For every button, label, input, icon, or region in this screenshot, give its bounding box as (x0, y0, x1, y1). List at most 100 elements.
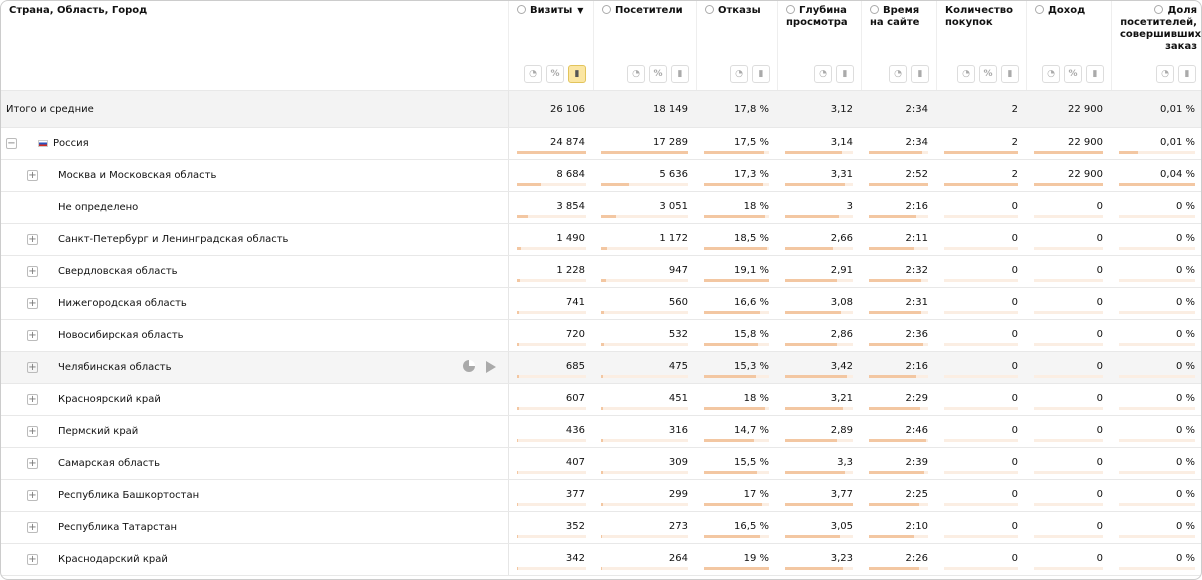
value-bar (944, 151, 1018, 154)
info-icon (870, 5, 879, 14)
data-row[interactable]: + Красноярский край 607 451 18 % 3,21 2:29 0 0 0 … (1, 384, 1201, 416)
expand-button[interactable]: + (27, 170, 38, 181)
column-title: Доход (1048, 5, 1086, 16)
column-header[interactable]: Доля посетителей, совершивших заказ ◔ ▮ (1111, 1, 1201, 90)
value-bar (704, 535, 761, 538)
row-name: Челябинская область (58, 362, 172, 373)
view-toggle[interactable]: ◔ (889, 65, 907, 83)
value-cell: 3,23 (777, 544, 861, 575)
column-header[interactable]: Время на сайте ◔ ▮ (861, 1, 936, 90)
data-row[interactable]: + Нижегородская область 741 560 16,6 % 3,08 2:… (1, 288, 1201, 320)
column-title: Отказы (718, 5, 761, 16)
column-header[interactable]: Посетители ◔% ▮ (593, 1, 696, 90)
column-header: Страна, Область, Город (1, 1, 508, 90)
value-cell: 0 (1026, 512, 1111, 543)
value-bar (601, 279, 606, 282)
bar-track (601, 375, 688, 378)
collapse-button[interactable]: − (6, 138, 17, 149)
value-bar (517, 183, 542, 186)
value-bar (869, 439, 926, 442)
data-row[interactable]: + Свердловская область 1 228 947 19,1 % 2,91 2… (1, 256, 1201, 288)
value-cell: 15,8 % (696, 320, 777, 351)
bar-track (601, 471, 688, 474)
expand-button[interactable]: + (27, 554, 38, 565)
expand-button[interactable]: + (27, 394, 38, 405)
view-toggle[interactable]: ▮ (1086, 65, 1104, 83)
column-header[interactable]: Количество покупок ◔% ▮ (936, 1, 1026, 90)
expand-button[interactable]: + (27, 266, 38, 277)
expand-button[interactable]: + (27, 330, 38, 341)
bar-track (601, 535, 688, 538)
bar-track (1034, 279, 1103, 282)
data-row[interactable]: − Россия 24 874 17 289 17,5 % 3,14 2:34 2 22 900… (1, 128, 1201, 160)
view-toggle[interactable]: % (1064, 65, 1082, 83)
value-bar (704, 247, 767, 250)
expand-button[interactable]: + (27, 458, 38, 469)
value-bar (869, 375, 916, 378)
value-cell: 2:10 (861, 512, 936, 543)
row-name: Нижегородская область (58, 298, 187, 309)
value-cell: 3,3 (777, 448, 861, 479)
view-toggle[interactable]: % (649, 65, 667, 83)
value-bar (704, 503, 762, 506)
value-cell: 741 (508, 288, 593, 319)
view-toggle[interactable]: ▮ (836, 65, 854, 83)
data-row[interactable]: + Санкт-Петербург и Ленинградская область… (1, 224, 1201, 256)
column-header[interactable]: Доход ◔% ▮ (1026, 1, 1111, 90)
view-toggle[interactable]: ▮ (1001, 65, 1019, 83)
value-bar (785, 471, 845, 474)
bar-track (1119, 535, 1195, 538)
column-header[interactable]: Визиты ▼ ◔% ▮ (508, 1, 593, 90)
column-header[interactable]: Отказы ◔ ▮ (696, 1, 777, 90)
expand-button[interactable]: + (27, 522, 38, 533)
bar-track (601, 311, 688, 314)
value-cell: 3,05 (777, 512, 861, 543)
expand-button[interactable]: + (27, 298, 38, 309)
view-toggle[interactable]: ◔ (627, 65, 645, 83)
data-row[interactable]: + Республика Татарстан 352 273 16,5 % 3,05 2:1… (1, 512, 1201, 544)
row-name-cell: + Москва и Московская область (1, 160, 508, 191)
data-row[interactable]: + Самарская область 407 309 15,5 % 3,3 2:39 0 0 0… (1, 448, 1201, 480)
bar-track (1119, 375, 1195, 378)
view-toggle[interactable]: ▮ (671, 65, 689, 83)
value-cell: 0 (936, 288, 1026, 319)
value-cell: 2,91 (777, 256, 861, 287)
view-toggle[interactable]: ◔ (730, 65, 748, 83)
data-row[interactable]: + Челябинская область 685 475 15,3 % 3,42 2:16… (1, 352, 1201, 384)
view-toggle[interactable]: ◔ (814, 65, 832, 83)
value-cell: 17 % (696, 480, 777, 511)
view-toggle[interactable]: % (546, 65, 564, 83)
value-bar (704, 343, 758, 346)
data-row[interactable]: + Краснодарский край 342 264 19 % 3,23 2:26 0 0 0… (1, 544, 1201, 576)
expand-button[interactable]: + (27, 362, 38, 373)
view-toggle[interactable]: ▮ (568, 65, 586, 83)
value-cell: 0 % (1111, 544, 1201, 575)
view-toggle[interactable]: ◔ (1042, 65, 1060, 83)
data-row[interactable]: + Пермский край 436 316 14,7 % 2,89 2:46 0 0 0 % (1, 416, 1201, 448)
view-toggle[interactable]: ◔ (524, 65, 542, 83)
data-row[interactable]: + Новосибирская область 720 532 15,8 % 2,86 2:… (1, 320, 1201, 352)
data-row[interactable]: + Москва и Московская область 8 684 5 636 17… (1, 160, 1201, 192)
bar-track (517, 247, 586, 250)
sort-arrow[interactable]: ▼ (577, 6, 584, 15)
value-cell: 0 (936, 192, 1026, 223)
view-toggle[interactable]: ▮ (1178, 65, 1196, 83)
column-title: Количество покупок (945, 5, 1013, 28)
expand-button[interactable]: + (27, 490, 38, 501)
bar-track (944, 215, 1018, 218)
view-toggle[interactable]: % (979, 65, 997, 83)
view-toggle[interactable]: ◔ (957, 65, 975, 83)
view-toggle[interactable]: ◔ (1156, 65, 1174, 83)
expand-button[interactable]: + (27, 426, 38, 437)
column-header[interactable]: Глубина просмотра ◔ ▮ (777, 1, 861, 90)
bar-track (944, 343, 1018, 346)
data-row[interactable]: Не определено 3 854 3 051 18 % 3 2:16 0 0 0 % (1, 192, 1201, 224)
value-bar (601, 151, 688, 154)
view-toggle[interactable]: ▮ (911, 65, 929, 83)
data-row[interactable]: + Республика Башкортостан 377 299 17 % 3,77 2:… (1, 480, 1201, 512)
expand-button[interactable]: + (27, 234, 38, 245)
play-icon[interactable] (486, 361, 496, 373)
total-value: 22 900 (1068, 104, 1103, 115)
chart-icon[interactable] (463, 360, 475, 372)
view-toggle[interactable]: ▮ (752, 65, 770, 83)
